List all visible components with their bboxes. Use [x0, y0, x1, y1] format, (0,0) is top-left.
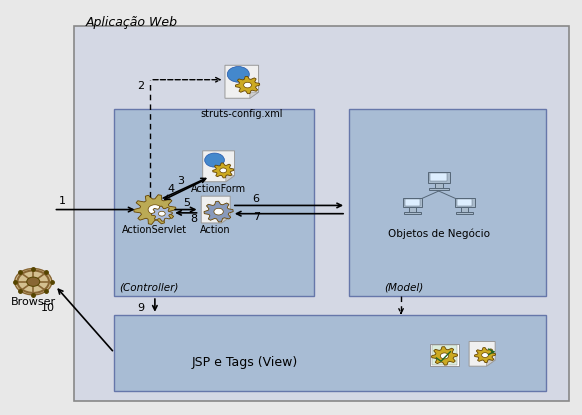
- Bar: [462, 208, 469, 213]
- Text: 3: 3: [178, 176, 184, 186]
- Text: Browser: Browser: [10, 298, 56, 308]
- Text: 2: 2: [137, 81, 144, 91]
- Polygon shape: [222, 217, 230, 223]
- Text: struts-config.xml: struts-config.xml: [201, 109, 283, 119]
- Bar: [457, 199, 472, 206]
- Polygon shape: [235, 76, 260, 94]
- Polygon shape: [250, 92, 258, 98]
- Text: ActionForm: ActionForm: [191, 183, 246, 193]
- Polygon shape: [204, 201, 233, 222]
- Polygon shape: [226, 176, 235, 182]
- Circle shape: [482, 353, 488, 357]
- Bar: [430, 344, 459, 366]
- Text: (Model): (Model): [384, 282, 424, 292]
- Bar: [429, 188, 449, 190]
- Circle shape: [27, 277, 40, 286]
- Text: 1: 1: [59, 196, 66, 206]
- Bar: [114, 109, 314, 296]
- Bar: [403, 198, 423, 208]
- Text: ActionServlet: ActionServlet: [122, 225, 187, 235]
- Text: 7: 7: [253, 212, 260, 222]
- Text: 5: 5: [183, 198, 190, 208]
- Polygon shape: [225, 65, 258, 98]
- Polygon shape: [474, 348, 496, 363]
- Polygon shape: [201, 196, 230, 223]
- Text: 9: 9: [137, 303, 144, 313]
- Text: Action: Action: [200, 225, 231, 235]
- Circle shape: [158, 211, 165, 216]
- Bar: [435, 183, 443, 189]
- Bar: [455, 198, 474, 208]
- Circle shape: [220, 168, 226, 173]
- Bar: [114, 315, 546, 391]
- Polygon shape: [469, 342, 495, 366]
- Polygon shape: [203, 151, 235, 182]
- Polygon shape: [431, 347, 457, 365]
- Text: 8: 8: [190, 214, 197, 224]
- Bar: [456, 212, 473, 214]
- Bar: [428, 171, 450, 183]
- Text: Objetos de Negócio: Objetos de Negócio: [388, 229, 489, 239]
- Polygon shape: [134, 195, 176, 225]
- Circle shape: [148, 205, 162, 215]
- Text: 4: 4: [168, 184, 175, 194]
- Polygon shape: [487, 360, 495, 366]
- Circle shape: [205, 153, 225, 167]
- Bar: [405, 199, 420, 206]
- Bar: [409, 208, 416, 213]
- Text: JSP e Tags (View): JSP e Tags (View): [191, 356, 298, 369]
- Circle shape: [228, 66, 249, 82]
- Text: 6: 6: [253, 194, 260, 204]
- Polygon shape: [151, 206, 172, 221]
- Bar: [432, 345, 457, 365]
- Bar: [430, 173, 448, 181]
- Text: (Controller): (Controller): [119, 282, 179, 292]
- Text: 10: 10: [41, 303, 55, 313]
- Text: Aplicação Web: Aplicação Web: [86, 16, 178, 29]
- Bar: [349, 109, 546, 296]
- Circle shape: [244, 82, 251, 88]
- Bar: [74, 26, 569, 401]
- Circle shape: [441, 353, 449, 359]
- Polygon shape: [212, 163, 234, 178]
- Circle shape: [15, 269, 52, 295]
- Circle shape: [214, 208, 223, 215]
- Bar: [404, 212, 421, 214]
